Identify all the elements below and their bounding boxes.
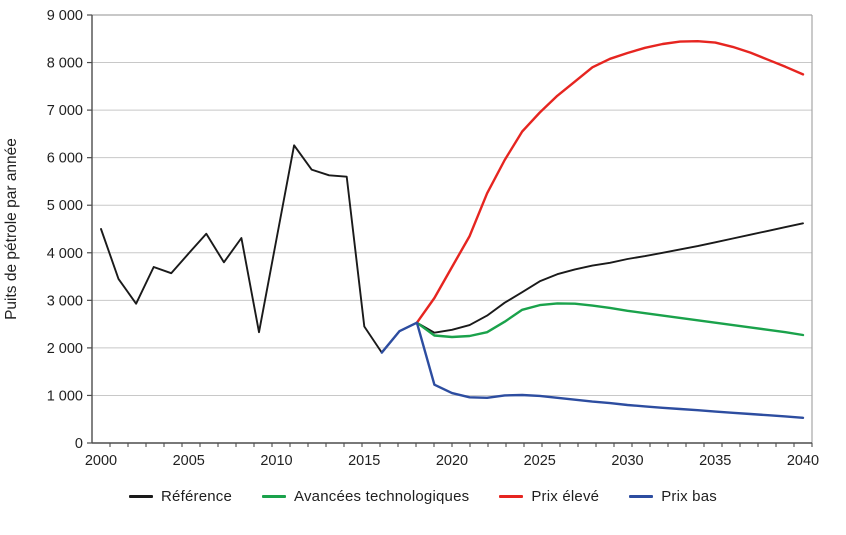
line-chart: 0 1 000 2 000 3 000 4 000 5 000 6 000 7 000 8 00… — [3, 8, 819, 469]
x-tick-label: 2010 — [260, 453, 292, 469]
legend-label-prix-bas: Prix bas — [661, 488, 717, 505]
legend-label-reference: Référence — [161, 488, 233, 505]
series-line-prix-bas — [380, 321, 805, 419]
series-line-reference — [100, 144, 804, 354]
chart-legend: Référence Avancées technologiques Prix é… — [0, 488, 846, 505]
legend-swatch-reference — [129, 495, 154, 498]
legend-item-prix-eleve: Prix élevé — [499, 488, 599, 505]
y-tick-label: 9 000 — [47, 8, 83, 24]
x-tick-label: 2025 — [524, 453, 556, 469]
x-tick-label: 2000 — [85, 453, 117, 469]
series-line-avancees-technologiques — [415, 302, 805, 339]
y-tick-label: 5 000 — [47, 198, 83, 214]
y-tick-label: 3 000 — [47, 293, 83, 309]
x-tick-label: 2020 — [436, 453, 468, 469]
y-tick-label: 4 000 — [47, 246, 83, 262]
legend-item-avancees-technologiques: Avancées technologiques — [262, 488, 469, 505]
x-tick-label: 2005 — [173, 453, 205, 469]
x-tick-label: 2015 — [348, 453, 380, 469]
legend-swatch-avancees-technologiques — [262, 495, 287, 498]
legend-item-prix-bas: Prix bas — [629, 488, 717, 505]
legend-swatch-prix-bas — [629, 495, 654, 498]
legend-swatch-prix-eleve — [499, 495, 524, 498]
legend-item-reference: Référence — [129, 488, 232, 505]
x-tick-label: 2035 — [699, 453, 731, 469]
y-tick-label: 6 000 — [47, 151, 83, 167]
series-line-prix-eleve — [415, 40, 805, 324]
y-axis-title: Puits de pétrole par année — [3, 138, 20, 320]
y-tick-label: 1 000 — [47, 388, 83, 404]
legend-label-avancees-technologiques: Avancées technologiques — [294, 488, 470, 505]
x-tick-label: 2030 — [611, 453, 643, 469]
y-tick-label: 2 000 — [47, 341, 83, 357]
y-tick-label: 8 000 — [47, 56, 83, 72]
x-tick-label: 2040 — [787, 453, 819, 469]
y-tick-label: 7 000 — [47, 103, 83, 119]
y-tick-label: 0 — [75, 436, 83, 452]
legend-label-prix-eleve: Prix élevé — [531, 488, 600, 505]
